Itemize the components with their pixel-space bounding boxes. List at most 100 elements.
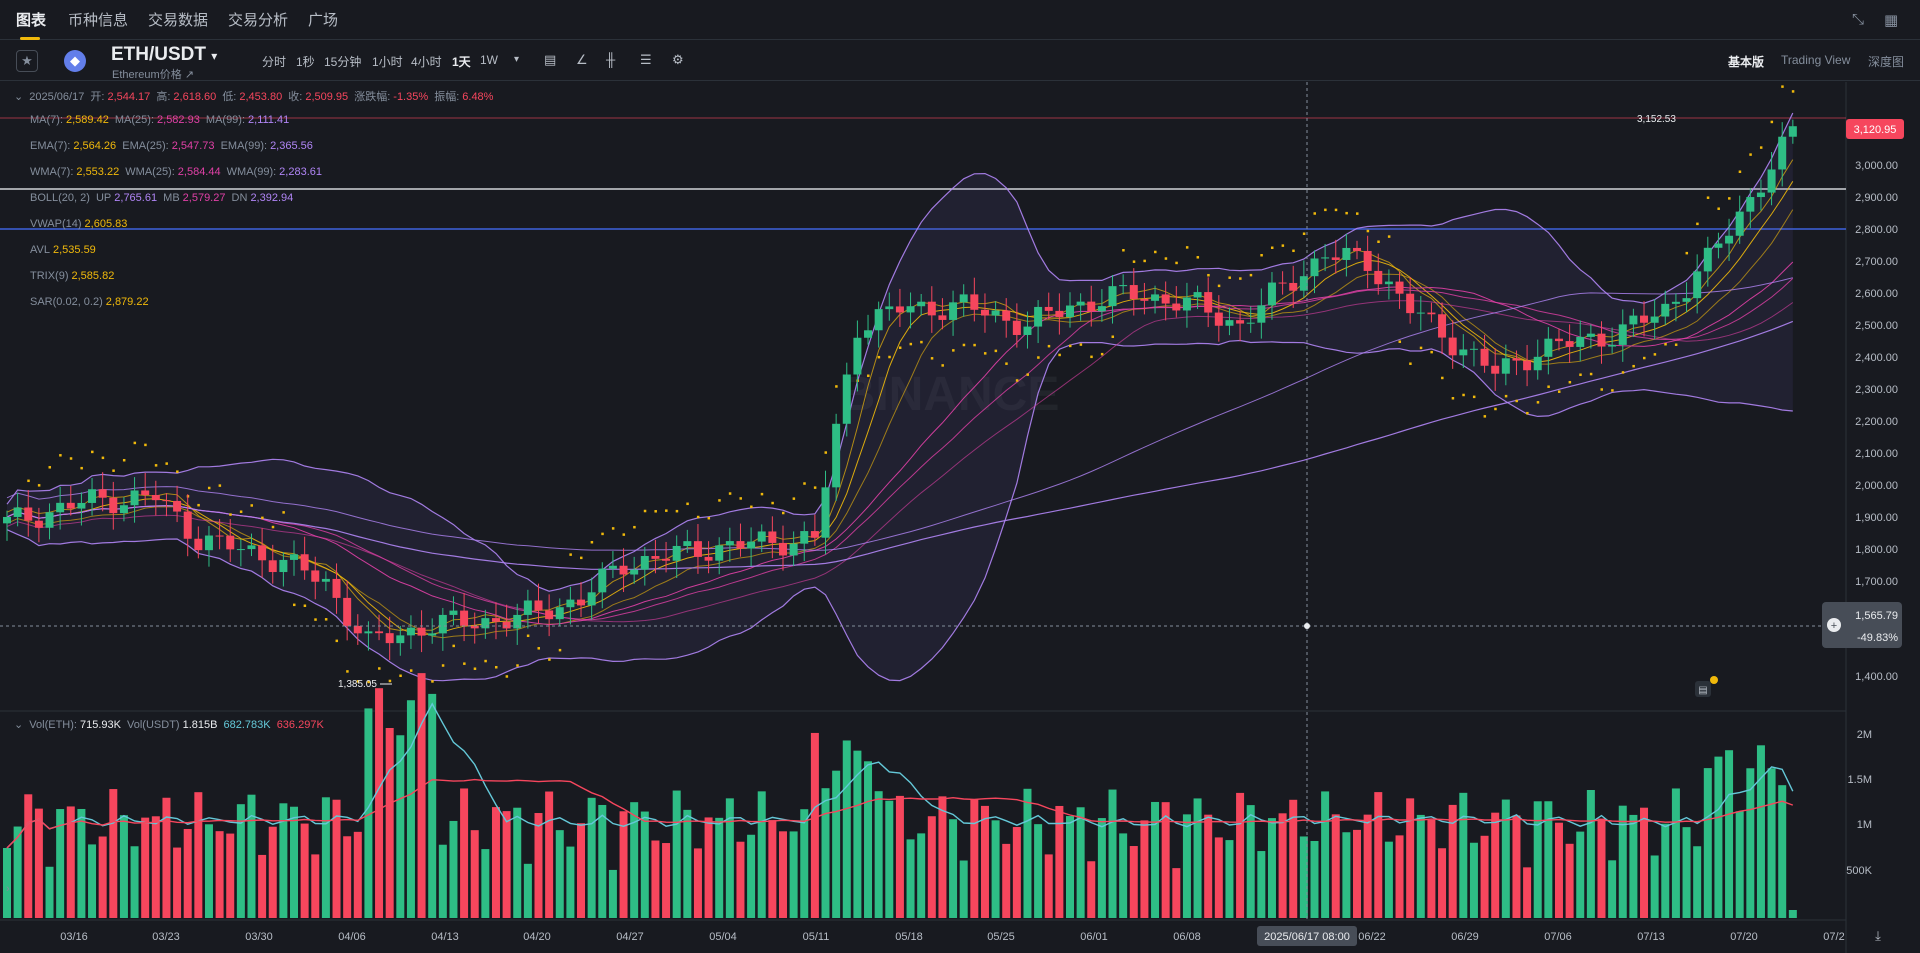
reset-scale-icon[interactable]: ⤓ (1875, 928, 1881, 943)
layout-icon[interactable]: ☰ (640, 52, 652, 67)
tab-chart[interactable]: 图表 (16, 12, 47, 29)
ohlc-date: 2025/06/17 (29, 91, 85, 103)
view-depth[interactable]: 深度图 (1868, 55, 1905, 69)
candle-body (906, 306, 915, 313)
boll-dn-value: 2,392.94 (250, 192, 294, 204)
candle-body (375, 631, 384, 634)
date-tick: 07/13 (1637, 931, 1665, 943)
collapse-chevron-icon[interactable]: ⌄ (14, 91, 24, 103)
volume-tick: 2M (1856, 729, 1872, 741)
tab-square[interactable]: 广场 (308, 12, 339, 29)
sar-dot (930, 357, 934, 360)
amp-value: 6.48% (462, 91, 494, 103)
volume-bar (789, 831, 798, 918)
ma99-label: MA(99): (205, 114, 246, 126)
ema25-label: EMA(25): (122, 140, 169, 152)
add-alert-icon[interactable] (1827, 618, 1841, 632)
candle-body (77, 502, 86, 509)
sar-dot (1164, 257, 1168, 260)
volume-bar (693, 848, 702, 918)
volume-bar (938, 796, 947, 918)
sar-dot (643, 509, 647, 513)
candle-body (715, 545, 724, 561)
volume-ma-line-2 (6, 778, 1794, 849)
tab-trading-analysis[interactable]: 交易分析 (228, 12, 289, 29)
ema-row[interactable]: EMA(7): 2,564.26 EMA(25): 2,547.73 EMA(99)… (30, 140, 316, 152)
sar-row[interactable]: SAR(0.02, 0.2) 2,879.22 (30, 296, 152, 308)
volume-bar (1725, 750, 1734, 918)
boll-row[interactable]: BOLL(20, 2) UP 2,765.61 MB 2,579.27 DN 2,39… (30, 192, 296, 204)
date-tick: 03/23 (152, 931, 180, 943)
tab-trading-data[interactable]: 交易数据 (148, 12, 209, 29)
volume-bar (757, 791, 766, 918)
timeframe-1s[interactable]: 1秒 (296, 55, 315, 69)
price-chart[interactable]: BINANCE 3,152.53 1,385.05 3,120.95 + 1,5… (0, 82, 1920, 953)
sar-dot (867, 374, 870, 378)
vwap-row[interactable]: VWAP(14) 2,605.83 (30, 218, 130, 230)
timeframe-1d[interactable]: 1天 (452, 55, 471, 69)
sar-dot (1674, 343, 1678, 346)
view-tradingview[interactable]: Trading View (1781, 53, 1851, 67)
candle-body (810, 531, 819, 538)
price-tick: 1,800.00 (1855, 544, 1898, 556)
candle-type-icon[interactable]: ╫ (606, 52, 616, 67)
sar-dot (1419, 346, 1423, 350)
sar-dot (633, 525, 636, 529)
calendar-icon[interactable]: ▤ (544, 52, 557, 67)
view-basic[interactable]: 基本版 (1728, 55, 1765, 69)
sar-label: SAR(0.02, 0.2) (30, 296, 103, 308)
sar-dot (622, 533, 626, 536)
candle-body (1034, 306, 1043, 327)
indicator-icon[interactable]: ∠ (576, 52, 588, 67)
collapse-icon[interactable]: ⤡ (1852, 11, 1865, 28)
sar-dot (133, 441, 137, 445)
sar-dot (165, 462, 168, 465)
pair-selector[interactable]: ETH/USDT ▾ (111, 44, 217, 66)
sar-dot (314, 618, 317, 621)
volume-bar (821, 788, 830, 918)
volume-bar (662, 843, 671, 918)
candle-body (672, 545, 681, 561)
timeframe-15m[interactable]: 15分钟 (324, 55, 362, 69)
tab-coin-info[interactable]: 币种信息 (68, 12, 129, 29)
timeframe-1w[interactable]: 1W (480, 53, 498, 67)
timeframe-1h[interactable]: 1小时 (372, 55, 403, 69)
ma-row[interactable]: MA(7): 2,589.42 MA(25): 2,582.93 MA(99): 2,… (30, 114, 292, 126)
favorite-star-icon[interactable]: ★ (16, 50, 38, 72)
avl-row[interactable]: AVL 2,535.59 (30, 244, 99, 256)
volume-bar (927, 816, 936, 918)
candle-body (1480, 348, 1489, 366)
sar-dot (1217, 284, 1221, 288)
candle-body (491, 618, 500, 622)
settings-icon[interactable]: ⚙ (672, 52, 684, 67)
candle-body (736, 541, 745, 549)
wma-row[interactable]: WMA(7): 2,553.22 WMA(25): 2,584.44 WMA(99)… (30, 166, 325, 178)
timeframe-4h[interactable]: 4小时 (411, 55, 442, 69)
date-tick: 06/22 (1358, 931, 1386, 943)
candle-body (1661, 303, 1670, 317)
layout-grid-icon[interactable]: ▦ (1884, 12, 1899, 29)
candle-body (640, 556, 649, 570)
trix-row[interactable]: TRIX(9) 2,585.82 (30, 270, 117, 282)
volume-row[interactable]: ⌄ Vol(ETH): 715.93K Vol(USDT) 1.815B 682.7… (14, 718, 327, 731)
event-icon[interactable] (1695, 681, 1711, 697)
volume-bar (566, 846, 575, 918)
scroll-left-icon[interactable]: › (6, 883, 10, 895)
volume-bar (45, 866, 54, 918)
candle-body (895, 306, 904, 313)
candle-body (1693, 271, 1702, 299)
candle-body (24, 507, 33, 521)
more-timeframes-icon[interactable]: ▾ (514, 54, 520, 65)
volume-collapse-icon[interactable]: ⌄ (14, 719, 24, 731)
sar-dot (1175, 261, 1178, 265)
sar-dot (1281, 244, 1285, 247)
candle-body (630, 569, 639, 575)
volume-bar (683, 809, 692, 918)
timeframe-time-share[interactable]: 分时 (262, 55, 287, 69)
pair-subtitle[interactable]: Ethereum价格 ↗ (112, 69, 194, 81)
sar-dot (1696, 222, 1699, 226)
candle-body (470, 625, 479, 629)
sar-dot (1345, 211, 1348, 215)
sar-dot (909, 342, 913, 346)
sar-dot (1579, 373, 1582, 376)
